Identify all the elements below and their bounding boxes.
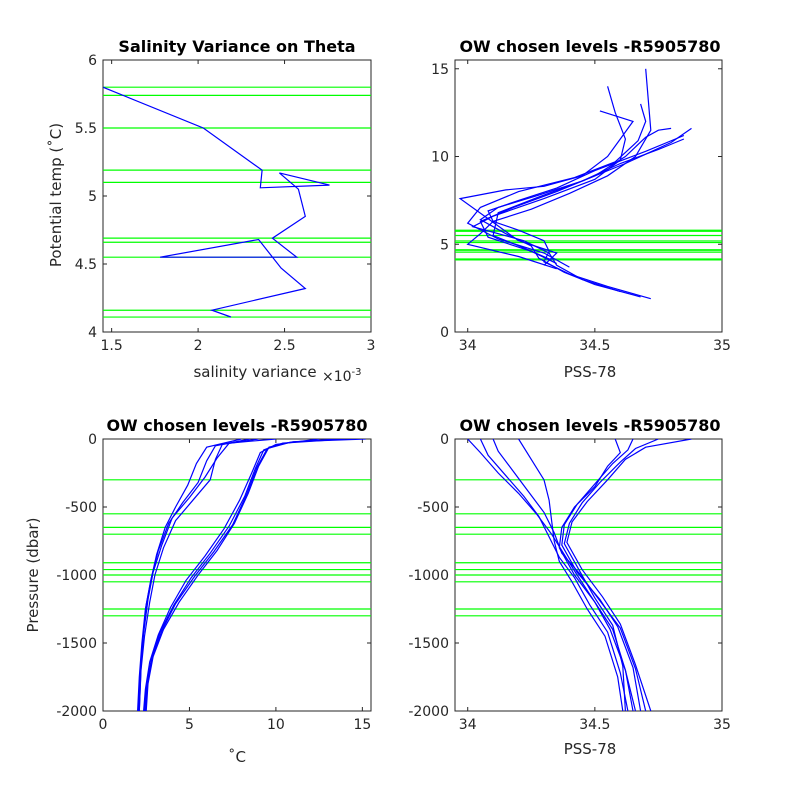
series-line (487, 134, 685, 300)
x-axis-exponent: ×10-3 (322, 367, 362, 385)
series-line (561, 439, 642, 711)
series-line (558, 439, 634, 711)
x-axis-label: PSS-78 (564, 740, 617, 758)
y-tick-label: 15 (431, 62, 449, 78)
x-tick-label: 34.5 (579, 338, 610, 354)
series-line (492, 439, 647, 711)
y-tick-label: -1000 (56, 568, 97, 584)
y-tick-label: 0 (440, 432, 449, 448)
x-tick-label: 34 (459, 338, 477, 354)
y-tick-label: 0 (88, 432, 97, 448)
x-tick-label: 15 (353, 717, 371, 733)
panel-temperature-pressure: OW chosen levels -R5905780 Pressure (dba… (24, 416, 372, 766)
series-line (138, 439, 259, 711)
y-tick-label: 5.5 (75, 121, 97, 137)
y-tick-label: 4 (88, 325, 97, 341)
x-tick-label: 34.5 (579, 717, 610, 733)
y-tick-label: 4.5 (75, 257, 97, 273)
series-line (566, 439, 692, 711)
series-line (563, 439, 659, 711)
series-line (144, 439, 337, 711)
y-tick-label: -1500 (408, 636, 449, 652)
x-tick-label: 0 (99, 717, 108, 733)
y-axis: -2000 -1500 -1000 -500 0 (56, 432, 371, 720)
axes-box (454, 59, 723, 333)
plot-area (103, 86, 371, 318)
series-line (143, 439, 346, 711)
y-tick-label: 0 (440, 325, 449, 341)
y-tick-label: -2000 (56, 704, 97, 720)
y-axis: 0 5 10 15 (431, 62, 722, 341)
y-tick-label: 6 (88, 53, 97, 69)
series-line (137, 439, 242, 711)
y-axis-label: Pressure (dbar) (24, 518, 42, 633)
chart-title: OW chosen levels -R5905780 (459, 37, 720, 56)
x-tick-label: 35 (713, 717, 731, 733)
x-tick-label: 2 (194, 338, 203, 354)
axes-box (102, 59, 372, 333)
x-axis-label: salinity variance (193, 363, 316, 381)
y-tick-label: 5 (440, 237, 449, 253)
plot-area (455, 439, 722, 711)
x-axis: 1.5 2 2.5 3 (101, 60, 376, 354)
y-tick-label: 5 (88, 189, 97, 205)
y-tick-label: -2000 (408, 704, 449, 720)
chart-title: OW chosen levels -R5905780 (459, 416, 720, 435)
plot-area (455, 68, 722, 300)
series-line (479, 439, 629, 711)
plot-area (103, 439, 371, 711)
series-line (492, 138, 685, 261)
series-line (103, 86, 330, 318)
x-axis: 34 34.5 35 (459, 60, 731, 354)
series-line (479, 127, 672, 265)
panel-theta-salinity: OW chosen levels -R5905780 PSS-78 34 34.5… (431, 37, 731, 381)
series-line (138, 439, 276, 711)
y-tick-label: -1500 (56, 636, 97, 652)
chart-title: OW chosen levels -R5905780 (106, 416, 367, 435)
x-axis: 34 34.5 35 (459, 439, 731, 733)
series-line (143, 439, 320, 711)
series-line (466, 68, 652, 270)
x-axis-label: ˚C (228, 748, 246, 766)
y-tick-label: -500 (65, 500, 97, 516)
x-tick-label: 5 (185, 717, 194, 733)
y-tick-label: -500 (417, 500, 449, 516)
series-line (458, 110, 634, 266)
x-tick-label: 3 (367, 338, 376, 354)
y-axis-label: Potential temp (˚C) (47, 123, 65, 267)
y-axis: 4 4.5 5 5.5 6 (75, 53, 371, 341)
x-tick-label: 34 (459, 717, 477, 733)
y-tick-label: -1000 (408, 568, 449, 584)
series-line (518, 439, 624, 711)
x-tick-label: 1.5 (101, 338, 123, 354)
panel-salinity-variance: Salinity Variance on Theta Potential tem… (47, 37, 375, 385)
y-axis: -2000 -1500 -1000 -500 0 (408, 432, 722, 720)
x-tick-label: 10 (267, 717, 285, 733)
chart-title: Salinity Variance on Theta (118, 37, 355, 56)
x-tick-label: 2.5 (273, 338, 295, 354)
x-tick-label: 35 (713, 338, 731, 354)
x-axis: 0 5 10 15 (99, 439, 371, 733)
series-line (479, 127, 692, 298)
x-axis-label: PSS-78 (564, 363, 617, 381)
y-tick-label: 10 (431, 150, 449, 166)
panel-salinity-pressure: OW chosen levels -R5905780 PSS-78 34 34.5… (408, 416, 731, 758)
